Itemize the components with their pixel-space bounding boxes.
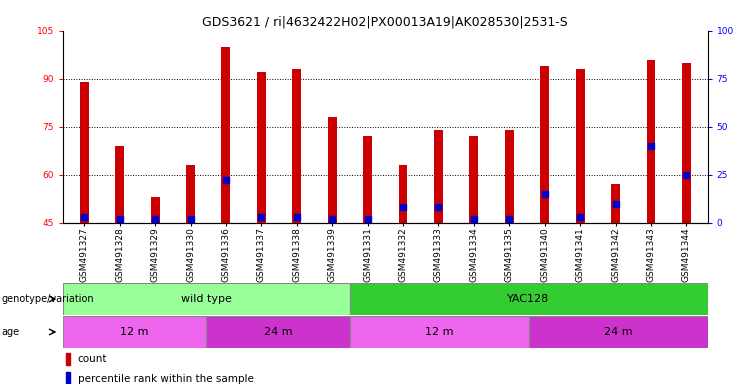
Bar [63, 316, 206, 348]
Bar [434, 130, 443, 223]
Point [645, 143, 657, 149]
Point [326, 216, 338, 222]
Text: 12 m: 12 m [120, 327, 149, 337]
Bar [528, 316, 708, 348]
Text: 24 m: 24 m [604, 327, 632, 337]
Bar [206, 316, 350, 348]
Bar [505, 130, 514, 223]
Bar [350, 316, 528, 348]
Point [397, 204, 409, 210]
Point [362, 216, 373, 222]
Bar [66, 353, 70, 365]
Bar [80, 82, 89, 223]
Bar [682, 63, 691, 223]
Bar [576, 69, 585, 223]
Text: YAC128: YAC128 [508, 294, 550, 304]
Point [574, 214, 586, 220]
Point [539, 191, 551, 197]
Point [433, 204, 445, 210]
Point [113, 216, 125, 222]
Bar [540, 66, 549, 223]
Bar [350, 283, 708, 315]
Bar [116, 146, 124, 223]
Point [680, 172, 692, 178]
Bar [611, 184, 620, 223]
Bar [186, 165, 195, 223]
Point [149, 216, 161, 222]
Point [220, 177, 232, 184]
Text: count: count [78, 354, 107, 364]
Point [290, 214, 302, 220]
Text: 24 m: 24 m [264, 327, 292, 337]
Point [610, 200, 622, 207]
Bar [647, 60, 655, 223]
Title: GDS3621 / ri|4632422H02|PX00013A19|AK028530|2531-S: GDS3621 / ri|4632422H02|PX00013A19|AK028… [202, 15, 568, 28]
Bar [257, 72, 266, 223]
Bar [66, 372, 70, 384]
Text: age: age [1, 327, 19, 337]
Bar [399, 165, 408, 223]
Bar [328, 117, 336, 223]
Bar [293, 69, 301, 223]
Point [79, 214, 90, 220]
Text: 12 m: 12 m [425, 327, 453, 337]
Bar [222, 47, 230, 223]
Point [256, 214, 268, 220]
Text: genotype/variation: genotype/variation [1, 294, 94, 304]
Text: percentile rank within the sample: percentile rank within the sample [78, 374, 253, 384]
Bar [363, 136, 372, 223]
Point [503, 216, 515, 222]
Bar [150, 197, 159, 223]
Point [468, 216, 480, 222]
Point [185, 216, 196, 222]
Text: wild type: wild type [181, 294, 232, 304]
Bar [470, 136, 478, 223]
Bar [63, 283, 350, 315]
